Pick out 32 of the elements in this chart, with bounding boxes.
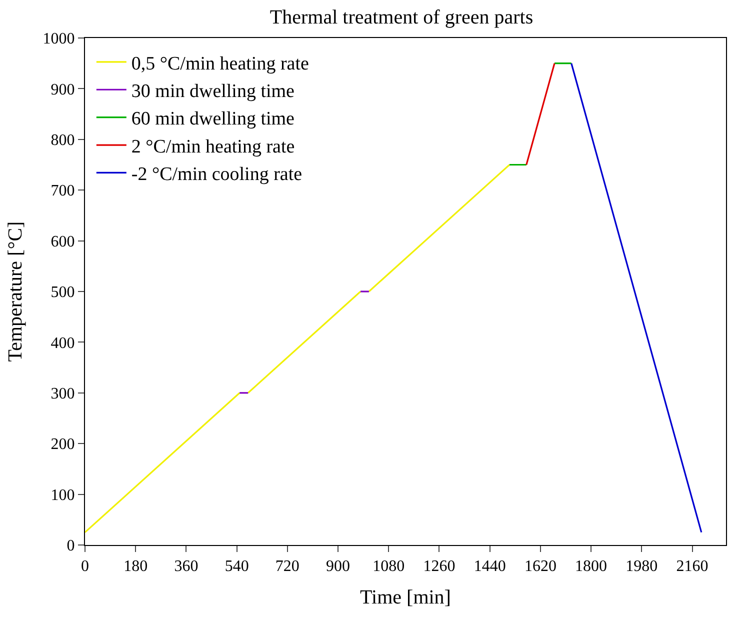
legend-label: 60 min dwelling time — [131, 108, 294, 130]
y-tick-label: 600 — [50, 233, 75, 250]
x-tick-label: 1800 — [575, 558, 608, 576]
chart-title: Thermal treatment of green parts — [270, 6, 534, 28]
y-tick-label: 500 — [50, 284, 75, 302]
x-tick-label: 360 — [174, 558, 198, 576]
x-tick-label: 2160 — [676, 558, 708, 576]
x-tick-label: 1440 — [474, 558, 506, 576]
legend-label: -2 °C/min cooling rate — [131, 164, 302, 186]
x-tick-label: 1980 — [626, 558, 658, 576]
y-tick-label: 200 — [50, 436, 75, 454]
x-tick-label: 540 — [224, 558, 249, 576]
y-tick-label: 900 — [50, 81, 75, 98]
x-tick-label: 0 — [81, 558, 89, 576]
y-tick-label: 400 — [50, 334, 75, 352]
y-tick-label: 1000 — [42, 30, 75, 48]
x-tick-label: 180 — [124, 558, 148, 576]
x-tick-label: 900 — [326, 558, 350, 576]
y-tick-label: 700 — [50, 182, 75, 200]
legend-label: 30 min dwelling time — [131, 81, 294, 102]
x-tick-label: 1620 — [524, 558, 556, 576]
x-tick-label: 1080 — [372, 558, 405, 576]
legend-label: 2 °C/min heating rate — [131, 136, 295, 158]
y-tick-label: 800 — [50, 132, 75, 149]
y-axis-title: Temperature [°C] — [4, 221, 26, 362]
y-tick-label: 300 — [50, 386, 75, 402]
y-tick-label: 100 — [50, 486, 75, 504]
legend-label: 0,5 °C/min heating rate — [131, 53, 309, 74]
x-tick-label: 1260 — [423, 558, 456, 576]
x-tick-label: 720 — [275, 558, 300, 576]
x-axis-title: Time [min] — [360, 586, 451, 609]
y-tick-label: 0 — [66, 538, 75, 555]
